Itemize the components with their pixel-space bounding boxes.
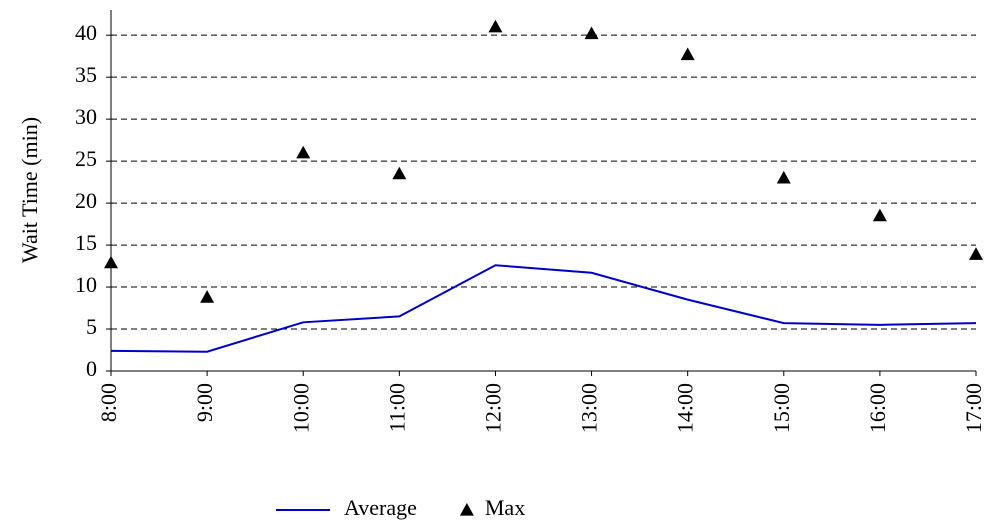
y-tick-label: 35 <box>75 62 97 87</box>
marker <box>680 47 695 61</box>
y-axis-label: Wait Time (min) <box>17 117 42 263</box>
y-tick-label: 30 <box>75 104 97 129</box>
legend-label: Average <box>344 495 417 520</box>
marker <box>392 166 407 180</box>
y-tick-label: 15 <box>75 230 97 255</box>
legend-marker <box>459 503 474 516</box>
marker <box>296 145 311 159</box>
x-tick-label: 12:00 <box>480 383 505 433</box>
x-tick-label: 17:00 <box>961 383 986 433</box>
y-tick-label: 25 <box>75 146 97 171</box>
y-tick-label: 20 <box>75 188 97 213</box>
x-tick-label: 14:00 <box>673 383 698 433</box>
marker <box>488 19 503 33</box>
x-tick-label: 15:00 <box>769 383 794 433</box>
x-tick-label: 11:00 <box>384 383 409 432</box>
y-tick-label: 40 <box>75 20 97 45</box>
marker <box>776 170 791 184</box>
y-tick-label: 0 <box>86 356 97 381</box>
marker <box>584 26 599 40</box>
x-tick-label: 16:00 <box>865 383 890 433</box>
x-tick-label: 8:00 <box>96 383 121 422</box>
marker <box>872 208 887 222</box>
marker <box>200 290 215 303</box>
y-tick-label: 5 <box>86 314 97 339</box>
line-series <box>110 264 977 353</box>
x-tick-label: 10:00 <box>288 383 313 433</box>
x-tick-label: 9:00 <box>192 383 217 422</box>
marker <box>969 247 983 260</box>
x-tick-label: 13:00 <box>577 383 602 433</box>
marker <box>104 255 118 269</box>
y-tick-label: 10 <box>75 272 97 297</box>
legend-label: Max <box>485 495 525 520</box>
